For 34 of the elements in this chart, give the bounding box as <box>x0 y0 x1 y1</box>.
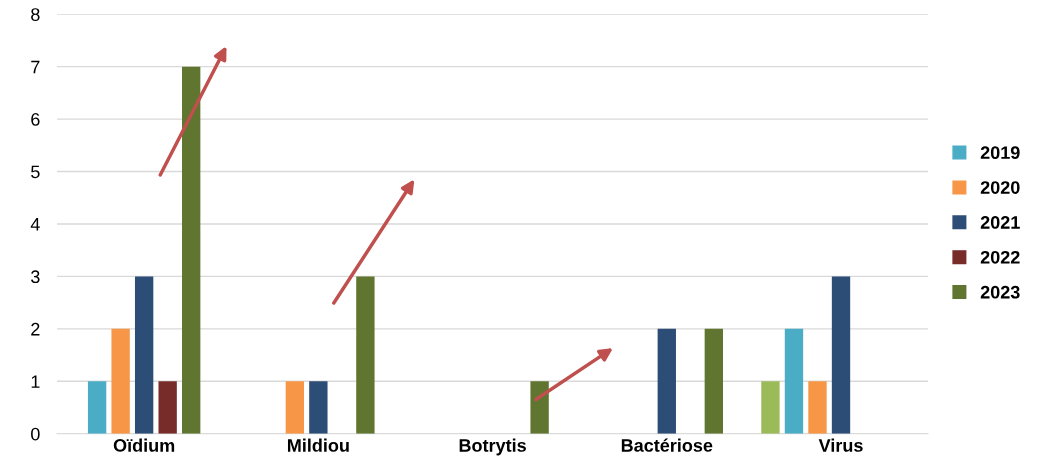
legend-label: 2019 <box>980 146 1020 160</box>
legend-label: 2021 <box>980 216 1020 229</box>
bar <box>309 381 328 434</box>
y-tick-label: 2 <box>31 322 40 336</box>
bar <box>808 381 827 434</box>
x-tick-label: Botrytis <box>459 438 526 456</box>
y-tick-label: 5 <box>31 165 40 179</box>
y-tick-label: 1 <box>31 375 40 388</box>
bar <box>784 328 804 434</box>
legend-label: 2020 <box>980 181 1020 194</box>
bar <box>285 381 305 434</box>
bar <box>704 328 723 434</box>
bar <box>111 328 130 434</box>
bar <box>87 381 107 434</box>
y-tick-label: 4 <box>30 218 40 231</box>
y-tick-label: 3 <box>31 270 40 284</box>
bar <box>530 381 549 434</box>
bar <box>182 66 201 434</box>
bar <box>761 381 780 434</box>
bar <box>356 276 375 434</box>
bar <box>134 276 154 434</box>
x-tick-label: Virus <box>818 438 863 452</box>
x-tick-label: Bactériose <box>621 438 713 452</box>
y-tick-label: 7 <box>31 60 40 74</box>
legend-label: 2023 <box>980 285 1020 299</box>
bar <box>657 328 676 434</box>
bar <box>158 381 177 434</box>
x-tick-label: Oïdium <box>113 438 175 452</box>
legend-label: 2022 <box>980 250 1020 264</box>
y-tick-label: 0 <box>31 427 40 441</box>
y-tick-label: 6 <box>31 113 40 126</box>
x-tick-label: Mildiou <box>287 438 349 452</box>
bar <box>831 276 851 434</box>
y-tick-label: 8 <box>31 8 40 21</box>
